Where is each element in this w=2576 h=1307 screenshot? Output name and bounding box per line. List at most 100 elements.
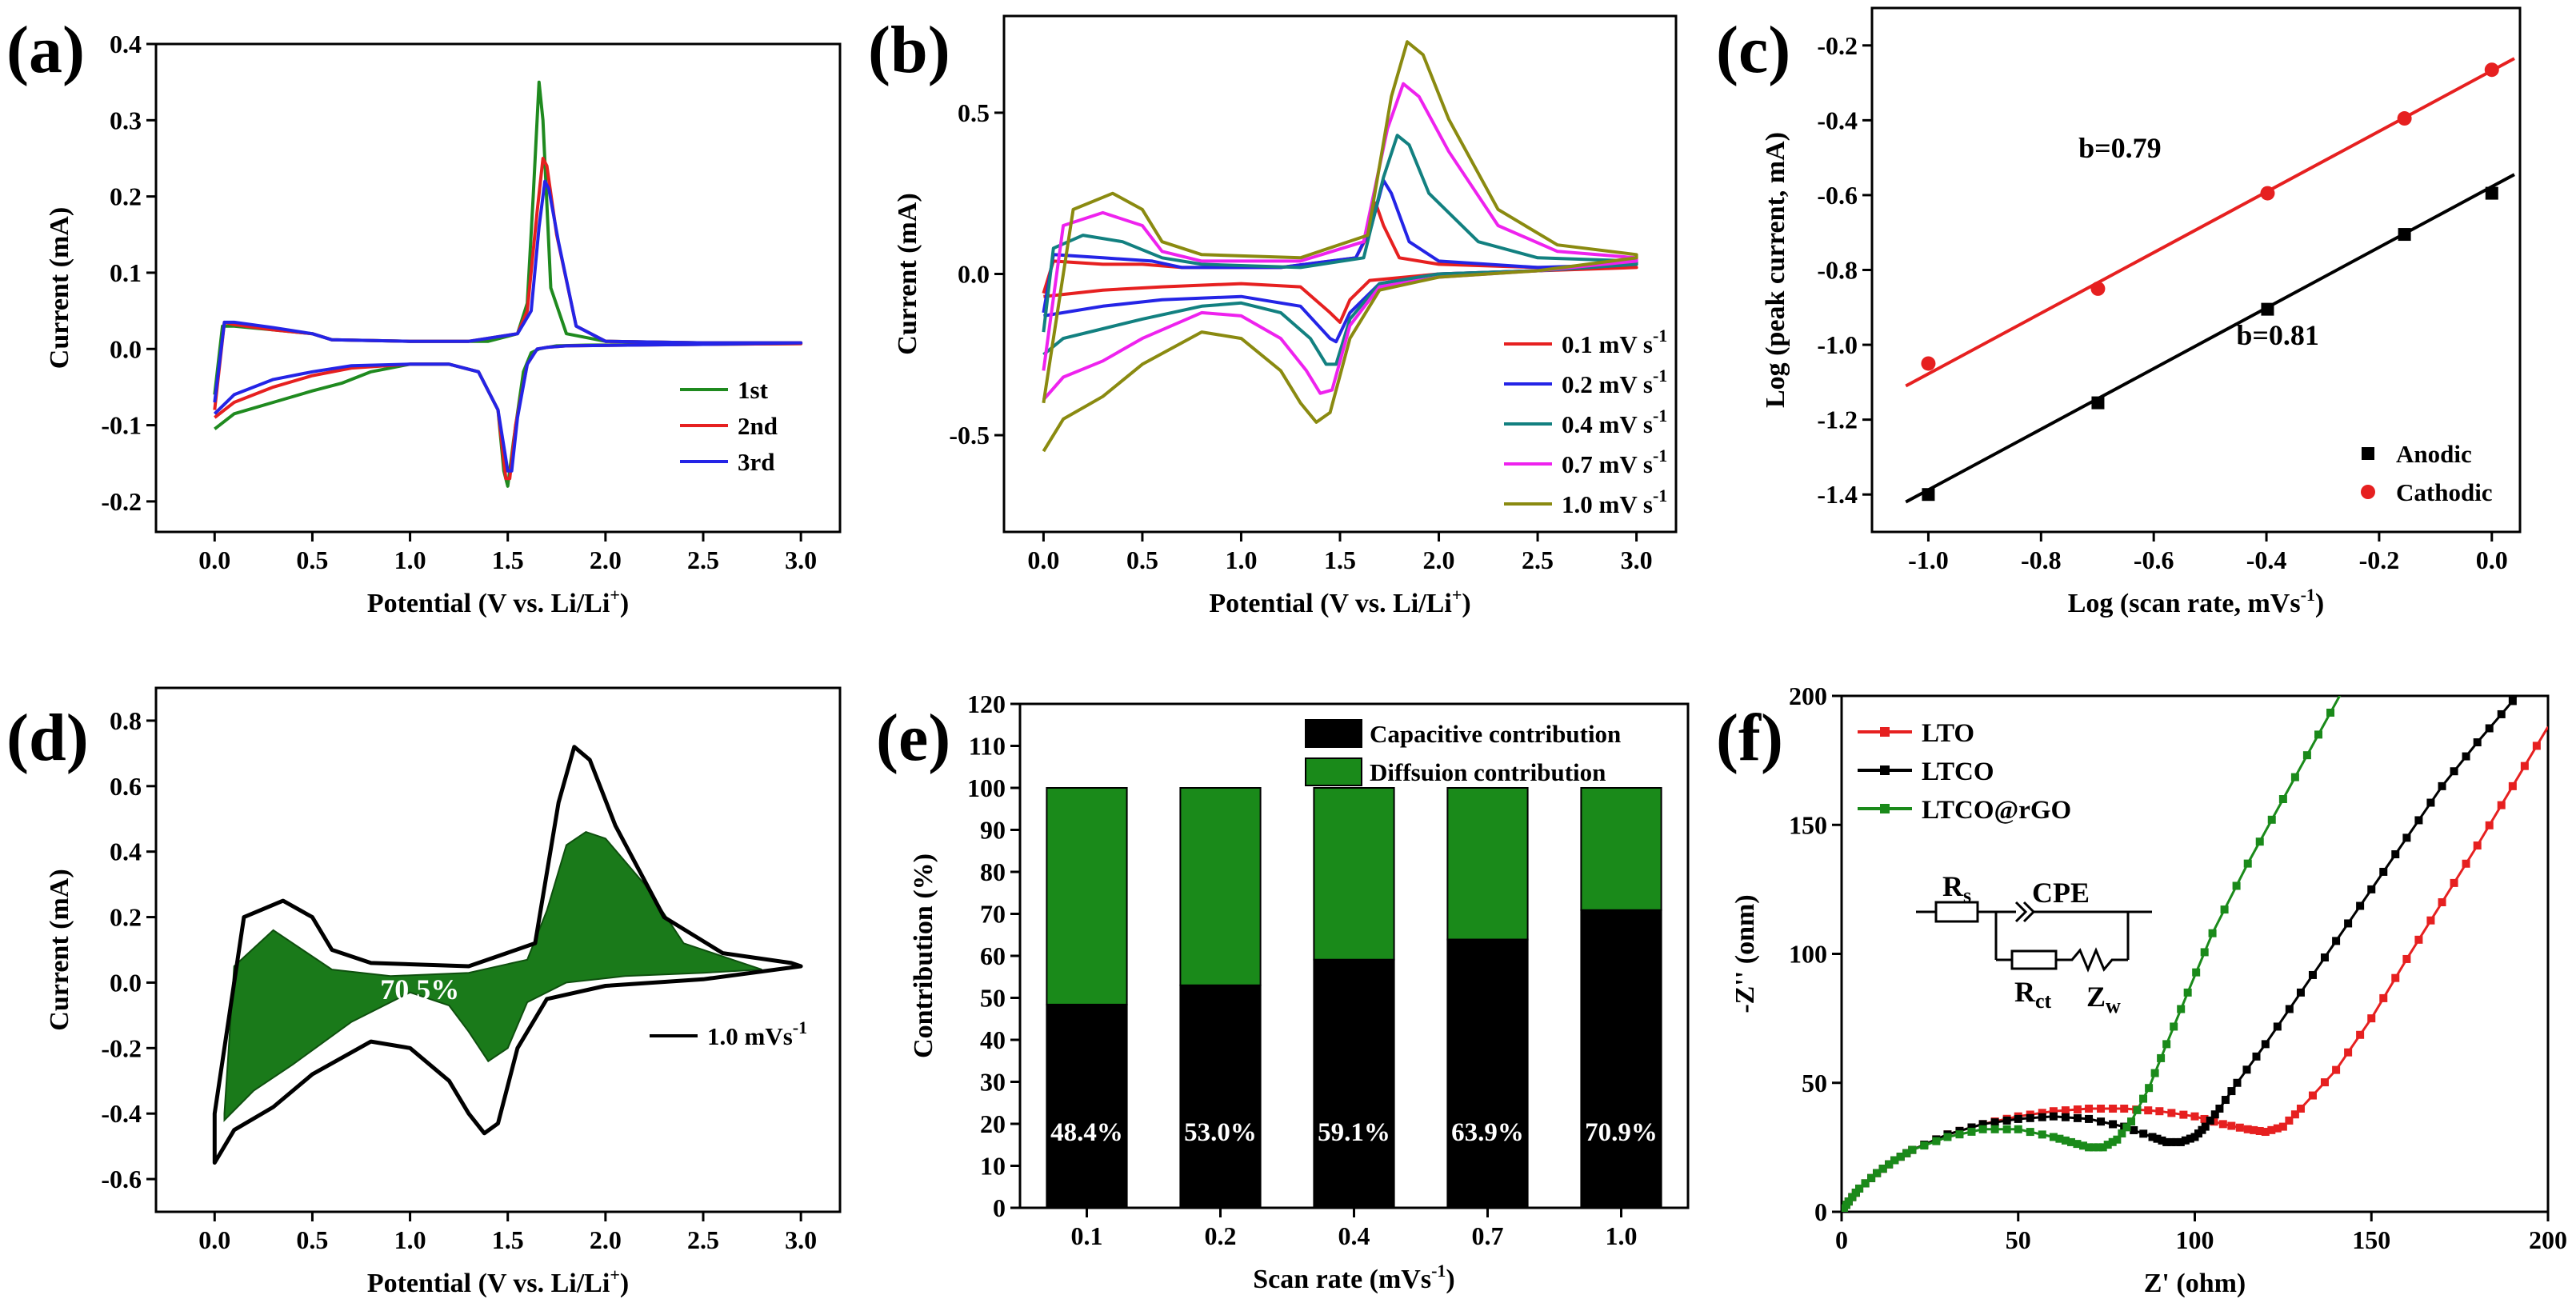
y-tick-label: -0.4 xyxy=(1817,106,1858,134)
cv-curve-1-0 xyxy=(212,745,803,1165)
y-tick-label: 0.8 xyxy=(110,706,142,735)
x-tick-label: 0.0 xyxy=(198,1225,230,1254)
x-tick-label: 2.5 xyxy=(1522,546,1554,574)
x-axis-label: Potential (V vs. Li/Li+) xyxy=(367,1265,629,1298)
marker-LTCO xyxy=(2285,1005,2294,1013)
bar-diffusion xyxy=(1580,787,1662,911)
y-tick-label: 120 xyxy=(967,689,1006,718)
marker-LTCO xyxy=(2402,833,2411,842)
bar-diffusion xyxy=(1446,787,1529,941)
marker-LTCO xyxy=(2162,1137,2171,1146)
marker-LTO xyxy=(2290,1110,2299,1119)
y-tick-label: -0.6 xyxy=(1817,181,1858,210)
y-axis-label: Current (mA) xyxy=(45,207,74,369)
y-tick-label: -0.5 xyxy=(949,421,990,450)
y-tick-label: 150 xyxy=(1789,810,1827,839)
marker-LTCO@rGO xyxy=(2162,1040,2171,1049)
marker-LTCO@rGO xyxy=(2108,1137,2117,1146)
y-tick-label: 0.2 xyxy=(110,903,142,932)
marker-LTCO@rGO xyxy=(2085,1143,2094,1152)
panel-c-log-peak-current: -1.0 -0.8 -0.6 -0.4 -0.2 0.0 -1.4 -1.2 -1.0 -0.8 -… xyxy=(1716,6,2522,618)
marker-LTO xyxy=(2308,1091,2317,1100)
x-axis-label: Potential (V vs. Li/Li+) xyxy=(367,585,629,618)
marker-LTO xyxy=(2508,781,2517,790)
marker-LTO xyxy=(2332,1065,2341,1074)
marker-LTO xyxy=(2450,878,2458,887)
marker-LTCO xyxy=(2508,697,2517,705)
x-axis-label: Log (scan rate, mVs-1) xyxy=(2068,585,2325,618)
marker-LTO xyxy=(2414,935,2423,944)
x-tick-label: 1.0 xyxy=(394,546,426,574)
marker-LTCO@rGO xyxy=(2208,929,2217,937)
marker-LTCO xyxy=(2462,752,2470,761)
marker-LTCO xyxy=(2473,738,2482,747)
x-tick-label: 2.0 xyxy=(590,546,622,574)
x-tick-label: 3.0 xyxy=(785,1225,817,1254)
point-Cathodic xyxy=(2484,62,2499,78)
marker-LTCO@rGO xyxy=(2326,708,2335,717)
marker-LTCO@rGO xyxy=(2061,1136,2070,1145)
panel-letter: (c) xyxy=(1716,13,1790,87)
x-tick-label: 2.0 xyxy=(590,1225,622,1254)
x-tick-label: 100 xyxy=(2176,1225,2214,1254)
marker-LTO xyxy=(2438,898,2446,906)
marker-LTCO@rGO xyxy=(1861,1179,1870,1188)
x-tick-label: 0.7 xyxy=(1472,1221,1504,1250)
marker-LTO xyxy=(2085,1105,2094,1113)
marker-LTO xyxy=(2278,1122,2287,1131)
y-tick-label: 20 xyxy=(980,1109,1006,1138)
marker-LTO xyxy=(2261,1128,2270,1137)
marker-LTCO xyxy=(2097,1117,2106,1126)
marker-LTCO xyxy=(2038,1113,2046,1121)
resistor-rct xyxy=(2010,949,2058,970)
marker-LTCO@rGO xyxy=(2113,1135,2122,1144)
panel-letter: (d) xyxy=(6,701,89,775)
bar-label: 53.0% xyxy=(1184,1118,1257,1147)
cpe-symbol xyxy=(2014,901,2036,923)
marker-LTO xyxy=(2267,1125,2276,1134)
marker-LTO xyxy=(2109,1105,2118,1113)
panel-b-cv-scan-rates: 0.0 0.5 1.0 1.5 2.0 2.5 3.0 -0.5 0.0 0.5 Potential… xyxy=(868,13,1678,618)
slope-annotation: b=0.81 xyxy=(2236,319,2319,351)
marker-LTCO xyxy=(2049,1112,2058,1121)
marker-LTCO@rGO xyxy=(1908,1145,1917,1154)
marker-LTCO xyxy=(2026,1113,2034,1122)
legend-0.1-label: 0.1 mV s-1 xyxy=(1562,326,1667,358)
x-tick-label: 1.5 xyxy=(1324,546,1356,574)
label-rct: Rct xyxy=(2014,976,2052,1013)
y-tick-label: 0.0 xyxy=(958,260,990,289)
plot-frame xyxy=(154,42,842,534)
marker-LTCO xyxy=(2158,1136,2166,1145)
y-tick-label: 60 xyxy=(980,941,1006,970)
marker-LTCO xyxy=(2438,781,2446,790)
legend-marker-LTCO@rGO xyxy=(1880,804,1890,813)
marker-LTO xyxy=(2120,1105,2129,1113)
marker-LTCO@rGO xyxy=(2314,730,2323,739)
marker-LTCO xyxy=(2221,1096,2230,1105)
marker-LTO xyxy=(2296,1105,2305,1113)
marker-LTCO xyxy=(2391,850,2400,859)
label-cpe: CPE xyxy=(2032,877,2090,909)
marker-LTCO@rGO xyxy=(2073,1140,2082,1149)
y-tick-label: 30 xyxy=(980,1068,1006,1097)
bar-label: 59.1% xyxy=(1318,1118,1390,1147)
legend-marker-LTO xyxy=(1880,727,1890,737)
x-tick-label: -0.4 xyxy=(2246,546,2287,574)
y-axis-label: Log (peak current, mA) xyxy=(1761,132,1790,408)
y-tick-label: -0.2 xyxy=(101,487,142,516)
marker-LTO xyxy=(2320,1078,2329,1087)
marker-LTCO xyxy=(2367,885,2376,893)
marker-LTO xyxy=(2485,821,2494,829)
marker-LTCO xyxy=(2485,724,2494,733)
marker-LTCO xyxy=(2450,767,2458,776)
marker-LTCO@rGO xyxy=(2127,1117,2136,1126)
marker-LTO xyxy=(2356,1030,2365,1039)
x-tick-label: 1.0 xyxy=(1225,546,1257,574)
fit-line-Anodic xyxy=(1905,173,2515,504)
bar-diffusion xyxy=(1179,787,1262,986)
marker-LTCO xyxy=(2172,1137,2181,1146)
panel-letter: (b) xyxy=(868,13,950,87)
marker-LTO xyxy=(2344,1048,2353,1057)
marker-LTCO@rGO xyxy=(1955,1130,1964,1139)
marker-LTCO xyxy=(2061,1113,2070,1121)
